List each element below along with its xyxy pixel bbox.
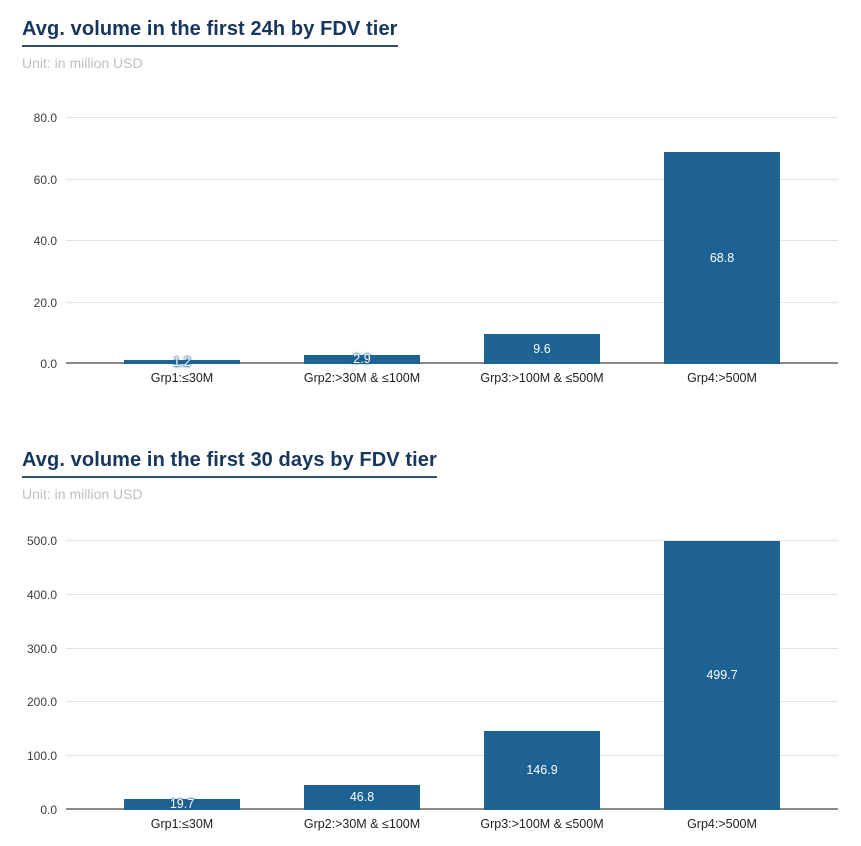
bar-value-label: 9.6 bbox=[533, 341, 551, 356]
x-axis-line bbox=[66, 808, 838, 810]
y-tick-label: 200.0 bbox=[26, 695, 57, 710]
x-axis-category-label: Grp2:>30M & ≤100M bbox=[303, 817, 421, 831]
x-axis-category-label: Grp1:≤30M bbox=[150, 817, 214, 831]
bar: 68.8 bbox=[664, 152, 780, 364]
x-axis-category-label: Grp4:>500M bbox=[687, 371, 757, 385]
bar: 2.9 bbox=[304, 352, 420, 367]
bar-value-label: 2.9 bbox=[353, 352, 371, 367]
y-tick-label: 100.0 bbox=[26, 749, 57, 764]
y-gridline bbox=[66, 540, 838, 541]
bar-slot: 68.8 bbox=[632, 152, 812, 364]
x-axis-line bbox=[66, 362, 838, 364]
x-axis-category-label: Grp2:>30M & ≤100M bbox=[303, 371, 421, 385]
y-tick-label: 0.0 bbox=[40, 357, 57, 371]
y-gridline bbox=[66, 178, 838, 180]
y-gridline bbox=[66, 593, 838, 595]
bar-chart-30d-volume: 0.0 100.0 200.0 300.0 400.0 500.0 19.7 46.8 146.… bbox=[22, 535, 838, 831]
x-axis-category-label: Grp3:>100M & ≤500M bbox=[480, 371, 604, 385]
bar: 9.6 bbox=[484, 334, 600, 364]
bar-value-label: 46.8 bbox=[349, 790, 375, 805]
bar: 499.7 bbox=[664, 541, 780, 810]
bar: 146.9 bbox=[484, 730, 600, 810]
chart-title-30d-volume: Avg. volume in the first 30 days by FDV … bbox=[22, 447, 437, 478]
chart-section-24h-volume: Avg. volume in the first 24h by FDV tier… bbox=[22, 16, 838, 385]
bars-row: 1.2 2.9 9.6 68.8 bbox=[66, 118, 838, 368]
x-axis-category-label: Grp4:>500M bbox=[687, 817, 757, 831]
y-tick-label: 60.0 bbox=[33, 172, 57, 187]
y-tick-label: 500.0 bbox=[26, 534, 57, 548]
chart-section-30d-volume: Avg. volume in the first 30 days by FDV … bbox=[22, 447, 838, 831]
y-tick-label: 80.0 bbox=[33, 111, 57, 125]
bar-chart-24h-volume: 0.0 20.0 40.0 60.0 80.0 1.2 2.9 9.6 68.8 Grp1:≤3… bbox=[22, 112, 838, 385]
bar-value-label: 19.7 bbox=[169, 797, 195, 812]
bars-row: 19.7 46.8 146.9 499.7 bbox=[66, 541, 838, 810]
y-gridline bbox=[66, 240, 838, 241]
y-tick-label: 400.0 bbox=[26, 587, 57, 602]
y-gridline bbox=[66, 117, 838, 118]
plot-area: 0.0 100.0 200.0 300.0 400.0 500.0 19.7 46.8 146.… bbox=[27, 535, 838, 816]
x-axis-category-label: Grp3:>100M & ≤500M bbox=[480, 817, 604, 831]
y-gridline bbox=[66, 647, 838, 649]
bar-slot: 499.7 bbox=[632, 541, 812, 810]
y-gridline bbox=[66, 301, 838, 303]
x-axis-labels: Grp1:≤30M Grp2:>30M & ≤100M Grp3:>100M & ≤… bbox=[66, 371, 838, 385]
bar: 1.2 bbox=[124, 356, 240, 368]
bar-value-label: 146.9 bbox=[526, 763, 558, 778]
chart-title-24h-volume: Avg. volume in the first 24h by FDV tier bbox=[22, 16, 398, 47]
bar-slot: 2.9 bbox=[272, 352, 452, 367]
bar: 46.8 bbox=[304, 784, 420, 810]
y-tick-label: 40.0 bbox=[33, 234, 57, 248]
y-tick-label: 0.0 bbox=[40, 803, 57, 817]
bar-value-label: 1.2 bbox=[173, 354, 191, 369]
y-gridline bbox=[66, 701, 838, 703]
bar-slot: 19.7 bbox=[92, 797, 272, 812]
bar-slot: 9.6 bbox=[452, 334, 632, 364]
bar-slot: 146.9 bbox=[452, 730, 632, 810]
y-tick-label: 20.0 bbox=[33, 295, 57, 310]
x-axis-labels: Grp1:≤30M Grp2:>30M & ≤100M Grp3:>100M & ≤… bbox=[66, 817, 838, 831]
bar-slot: 1.2 bbox=[92, 356, 272, 368]
y-gridline bbox=[66, 755, 838, 757]
bar: 19.7 bbox=[124, 797, 240, 812]
bar-value-label: 499.7 bbox=[706, 668, 738, 683]
chart-unit-subtitle: Unit: in million USD bbox=[22, 55, 143, 71]
bar-value-label: 68.8 bbox=[709, 250, 735, 265]
chart-unit-subtitle: Unit: in million USD bbox=[22, 486, 143, 502]
plot-area: 0.0 20.0 40.0 60.0 80.0 1.2 2.9 9.6 68.8 bbox=[34, 112, 838, 370]
x-axis-category-label: Grp1:≤30M bbox=[150, 371, 214, 385]
y-tick-label: 300.0 bbox=[26, 641, 57, 656]
bar-slot: 46.8 bbox=[272, 784, 452, 810]
